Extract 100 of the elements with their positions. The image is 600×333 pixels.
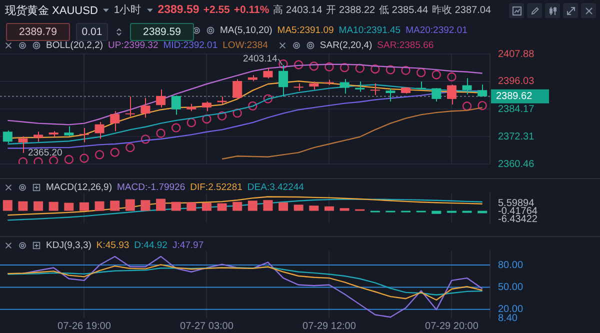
x-tick-label: 07-29 12:00 (302, 320, 356, 332)
candlestick (156, 88, 166, 108)
bar (340, 208, 350, 211)
point (432, 70, 442, 80)
point (478, 100, 487, 110)
y-tick-label: 2384.17 (498, 104, 535, 115)
text: MA5:2391.09 (277, 25, 334, 36)
candlestick (171, 94, 181, 116)
point (416, 68, 426, 78)
y-tick-label: 80.00 (498, 260, 524, 271)
point (94, 150, 104, 160)
candlestick (79, 127, 89, 143)
bar (125, 199, 135, 211)
point (80, 154, 89, 163)
text: 高 2403.14 (273, 4, 322, 17)
point (309, 62, 319, 71)
y-tick-label: 50.00 (498, 282, 524, 293)
text: LOW:2384 (222, 40, 268, 51)
text: +0.11% (234, 4, 270, 16)
bar (79, 202, 89, 211)
candlestick (446, 84, 456, 106)
bar (94, 201, 104, 211)
point (294, 60, 304, 70)
point (370, 64, 380, 74)
bar (171, 202, 181, 211)
bar (34, 201, 44, 211)
text: +2.55 (203, 4, 230, 16)
text: SAR(2,20,4) (320, 40, 372, 51)
y-tick-label: 8.40 (498, 312, 518, 324)
point (34, 157, 43, 164)
bar (2, 200, 12, 211)
series-label: J:47.97 (172, 240, 204, 251)
candlestick (370, 82, 380, 96)
candlestick (34, 131, 44, 142)
candlestick (478, 84, 488, 98)
ref-line-label: 2389.62 (496, 91, 533, 102)
point (340, 62, 350, 72)
point (64, 154, 74, 164)
candlestick (94, 121, 104, 140)
annotation: KDJ(9,3,3) (46, 240, 92, 251)
bar (140, 200, 150, 211)
text: BOLL(20,2,2) (46, 40, 104, 51)
bar (217, 203, 227, 211)
point (278, 59, 288, 69)
candlestick (462, 78, 472, 95)
point (18, 157, 28, 164)
text: MA10:2391.45 (338, 25, 401, 36)
x-tick-label: 07-26 19:00 (58, 320, 112, 332)
y-tick-label: 2360.46 (498, 158, 535, 170)
bar (278, 202, 288, 211)
y-tick-label: 2407.88 (498, 48, 535, 60)
bar (232, 202, 242, 211)
annotation: MACD(12,26,9) (46, 182, 112, 193)
text: 2389.59 (158, 4, 200, 16)
point (217, 111, 227, 121)
point (140, 134, 150, 144)
chart-title: 现货黄金 XAUUSD (5, 4, 98, 18)
text: 昨收 2387.04 (432, 4, 491, 17)
bar (64, 202, 74, 211)
annotation: 2403.14 (242, 54, 278, 65)
series-label: DEA:3.42244 (247, 182, 304, 193)
point (48, 156, 58, 164)
text: MID:2392.01 (163, 40, 218, 51)
series-label: K:45.93 (96, 240, 130, 251)
y-tick-label: 2396.03 (498, 76, 535, 88)
point (232, 108, 242, 118)
y-tick-label: -6.43422 (498, 214, 538, 226)
bar (156, 198, 166, 211)
x-tick-label: 07-27 03:00 (180, 320, 234, 332)
candlestick (386, 88, 396, 102)
point (462, 102, 472, 111)
point (355, 64, 364, 73)
bar (324, 206, 334, 211)
candlestick (202, 101, 212, 112)
point (171, 123, 181, 132)
point (324, 62, 334, 72)
bar (294, 204, 304, 211)
candlestick (125, 96, 135, 118)
bar (309, 206, 319, 211)
candlestick (64, 126, 74, 137)
series-label: SAR:2385.66 (377, 40, 434, 51)
candlestick (263, 67, 273, 80)
text: 2389.79 (6, 23, 70, 41)
text: MA20:2392.01 (406, 25, 468, 36)
y-tick-label: 2372.31 (498, 131, 535, 142)
candlestick (2, 130, 12, 144)
series-label: D:44.92 (134, 240, 168, 251)
point (401, 66, 410, 76)
text: 开 2388.22 (326, 4, 376, 17)
point (386, 65, 396, 74)
x-tick-label: 07-29 20:00 (425, 320, 479, 332)
text: MA(5,10,20) (220, 25, 272, 36)
bar (202, 202, 212, 211)
text: 2389.59 (130, 23, 194, 41)
text: UP:2399.32 (108, 40, 158, 51)
bar (48, 202, 58, 211)
series-label: DIF:2.52281 (190, 182, 242, 193)
candlestick (110, 110, 120, 132)
point (202, 114, 212, 124)
candlestick (140, 97, 150, 118)
